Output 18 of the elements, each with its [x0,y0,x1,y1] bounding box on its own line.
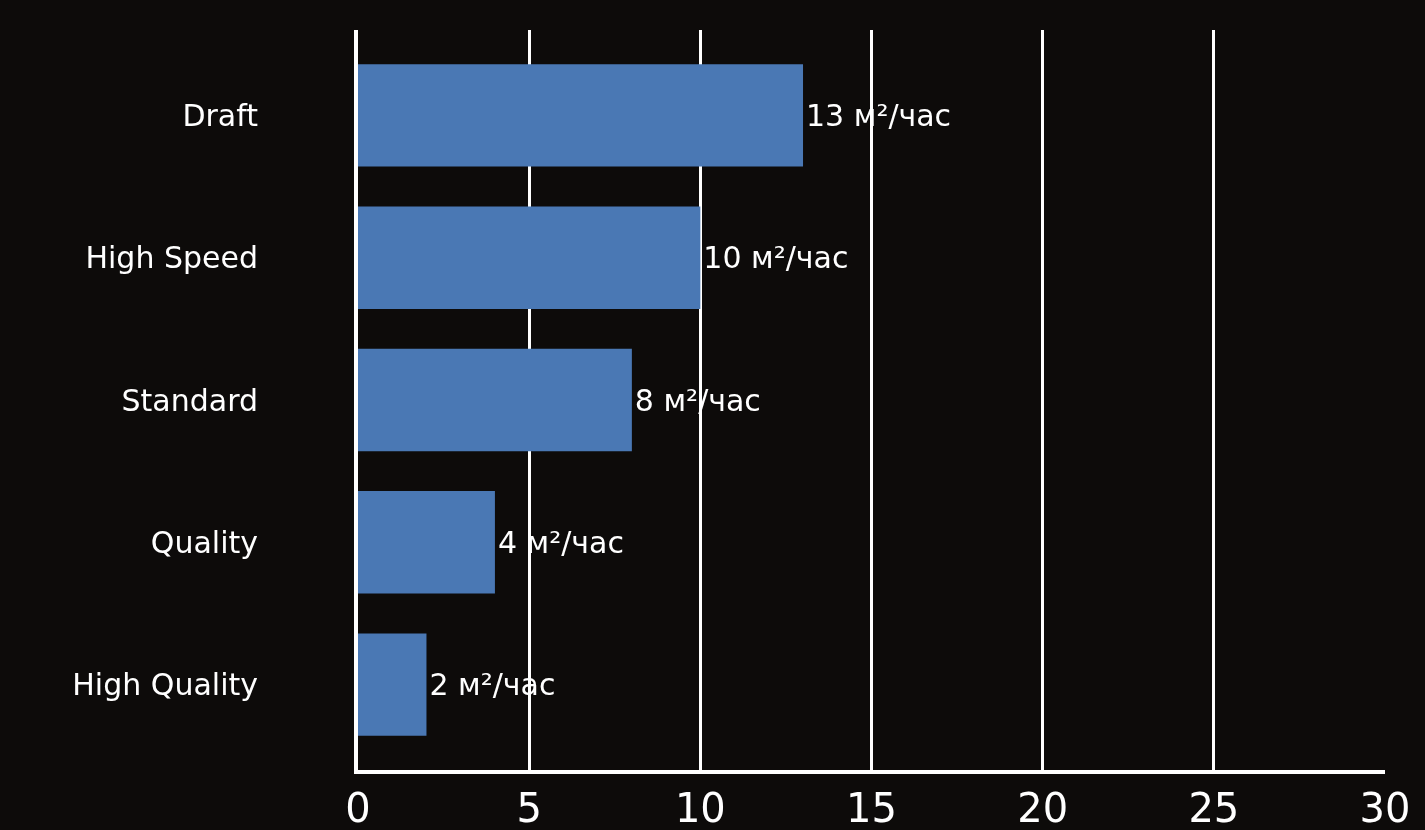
x-tick-label: 0 [345,785,371,830]
x-tick-label: 10 [674,785,726,830]
data-label: 10 м²/час [703,240,849,276]
bar [358,491,495,594]
bar [358,206,701,309]
bar [358,64,804,167]
x-tick-label: 15 [846,785,897,830]
y-tick-label: Standard [121,382,258,418]
y-tick-label: High Quality [72,667,258,703]
x-tick-label: 30 [1359,785,1411,830]
bar [358,633,427,736]
x-tick-label: 5 [516,785,542,830]
y-tick-label: High Speed [85,240,258,276]
bar [358,348,632,452]
y-tick-label: Quality [150,524,258,560]
y-tick-label: Draft [182,97,259,133]
x-tick-label: 25 [1188,785,1240,830]
x-tick-label: 20 [1017,785,1069,830]
